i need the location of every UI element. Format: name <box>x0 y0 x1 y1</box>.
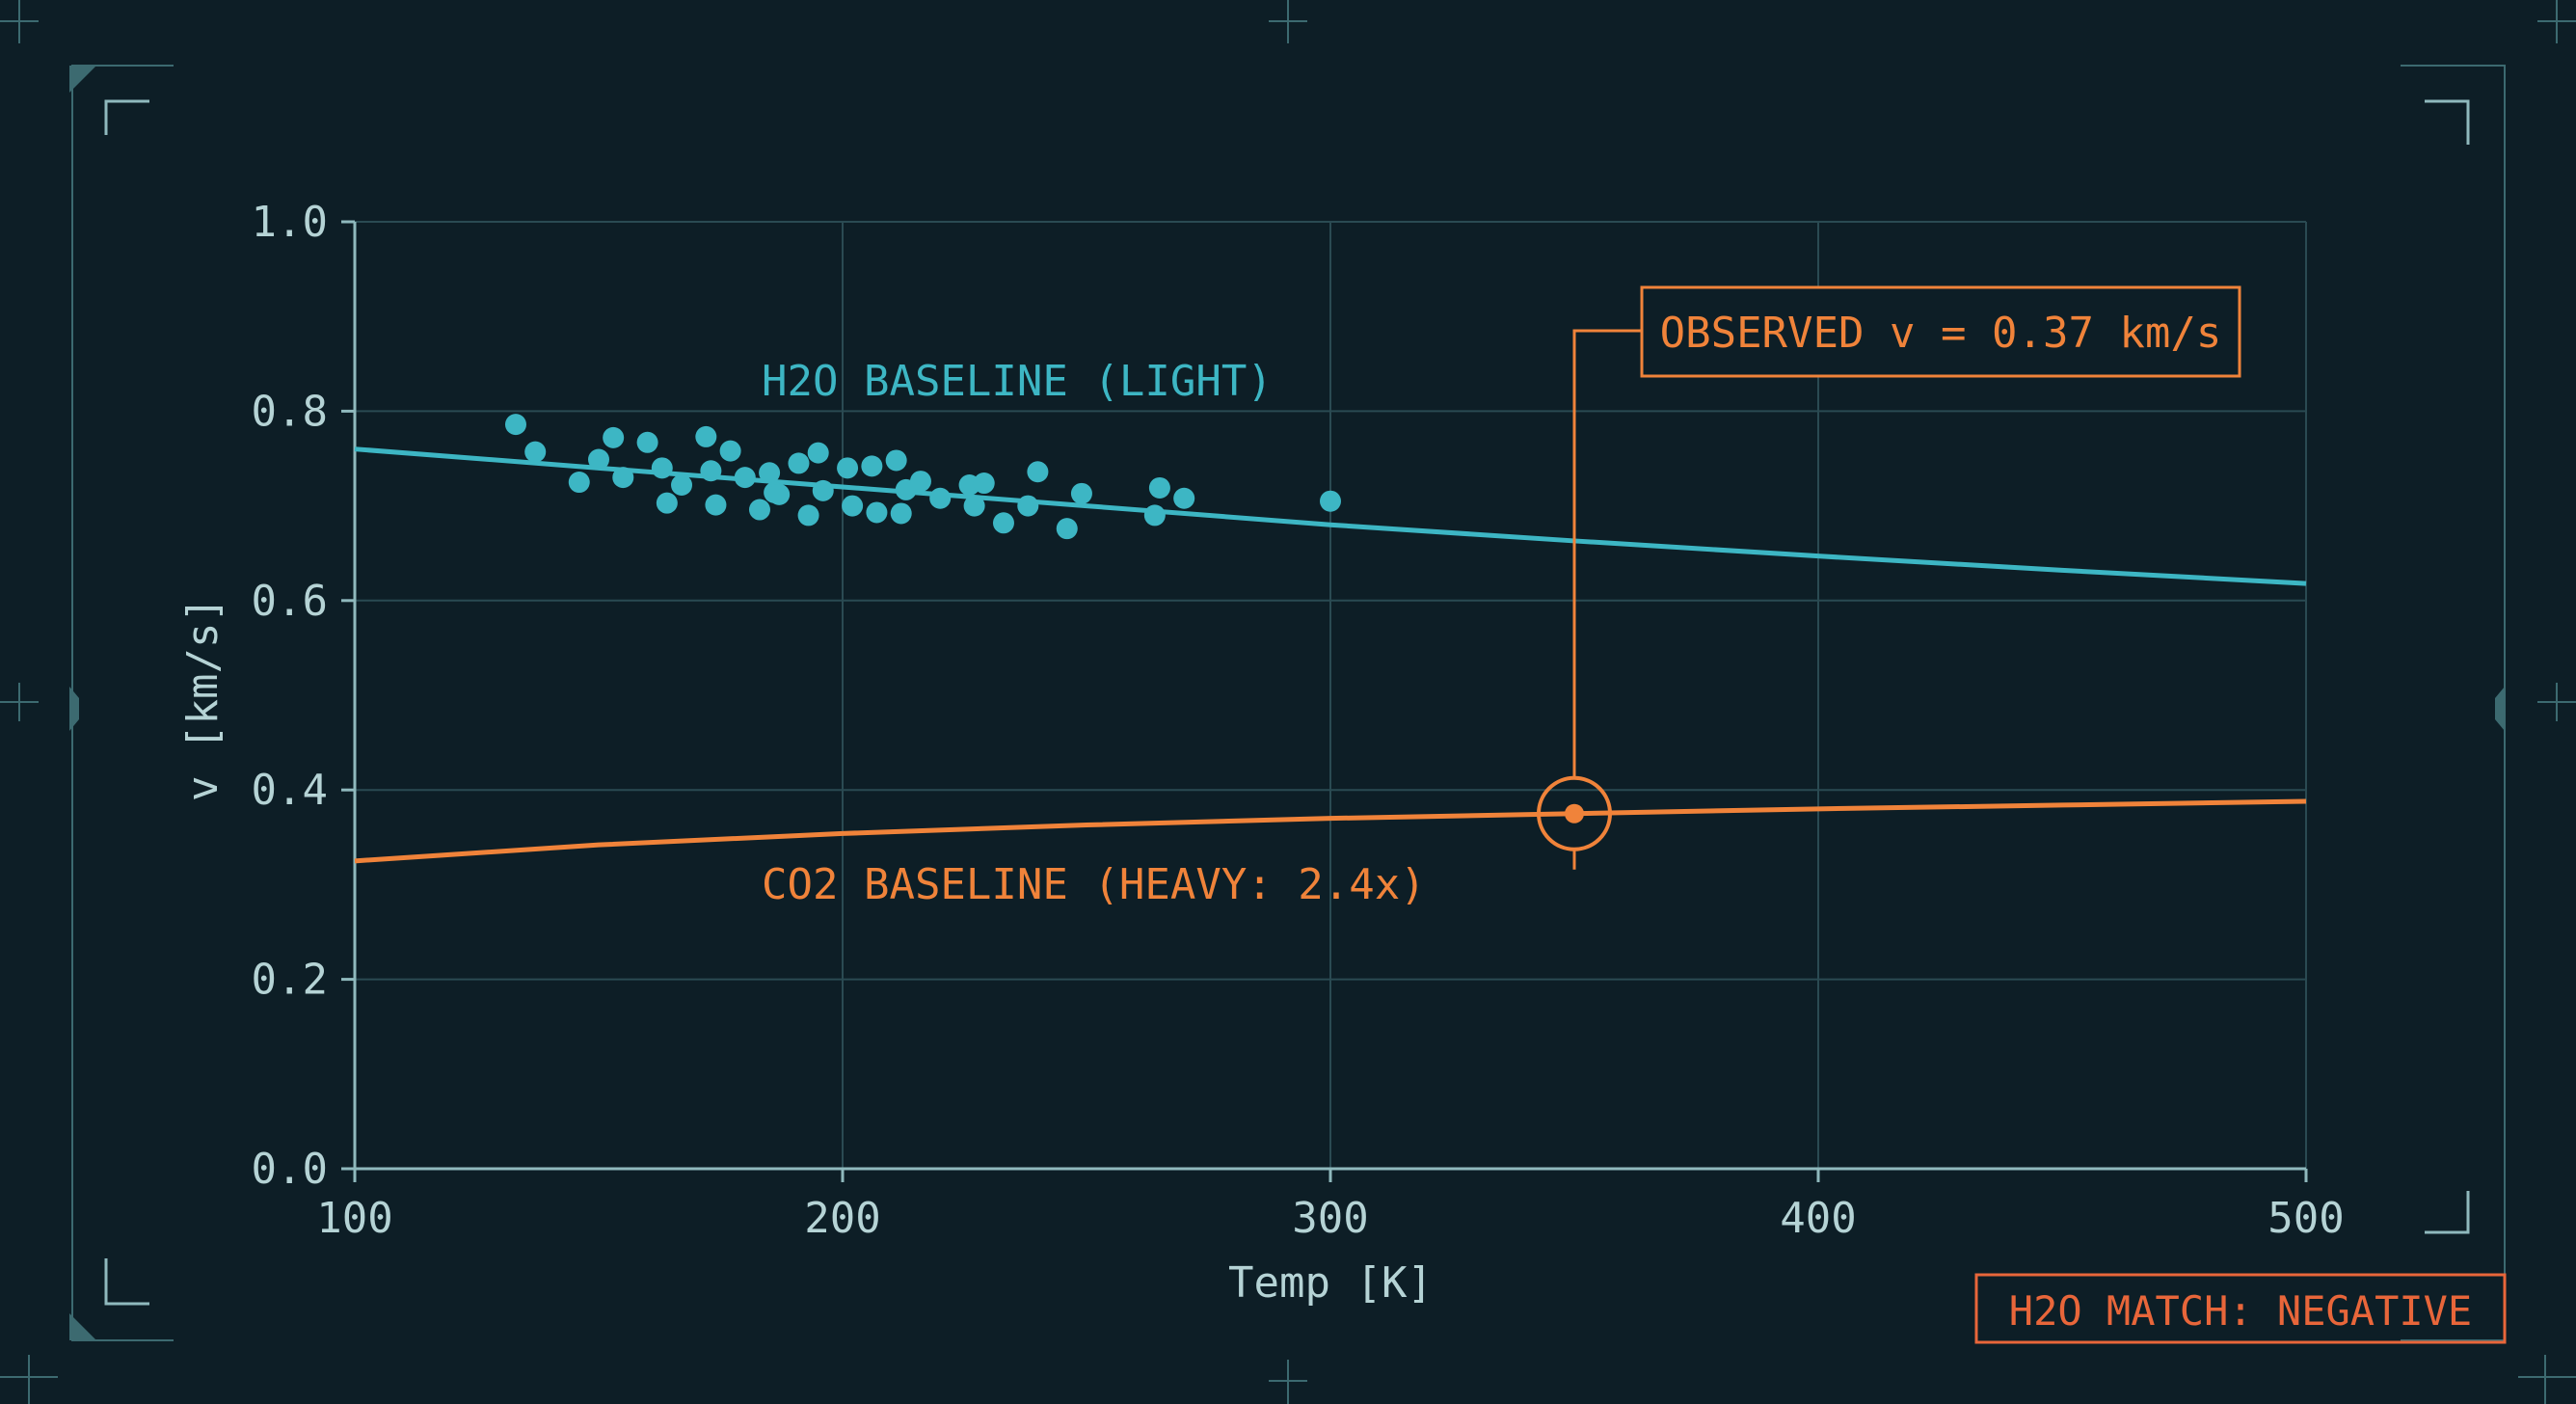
scatter-point <box>636 431 658 453</box>
scatter-point <box>890 502 912 525</box>
h2o-baseline-label: H2O BASELINE (LIGHT) <box>762 357 1273 406</box>
crosshair-top-left <box>0 0 39 43</box>
y-tick-label: 0.6 <box>252 577 328 626</box>
frame-tab-right <box>2495 687 2505 731</box>
observed-callout-label: OBSERVED v = 0.37 km/s <box>1660 309 2222 358</box>
frame-notch-top <box>69 66 96 93</box>
co2-baseline-label: CO2 BASELINE (HEAVY: 2.4x) <box>762 860 1426 909</box>
scatter-point <box>768 483 791 505</box>
crosshair-top-right <box>2537 0 2576 43</box>
scatter-point <box>807 442 829 464</box>
y-tick-label: 1.0 <box>252 198 328 247</box>
crosshair-bottom-center <box>1269 1360 1307 1404</box>
scatter-point <box>568 472 590 494</box>
scatter-point <box>603 426 625 448</box>
scatter-point <box>797 504 819 526</box>
tick-labels: 100 200 300 400 500 0.0 0.2 0.4 0.6 0.8 1.0 <box>252 198 2345 1243</box>
scatter-point <box>719 440 741 462</box>
x-tick-label: 500 <box>2267 1194 2344 1243</box>
scatter-point <box>1017 495 1039 517</box>
scatter-point <box>788 452 810 474</box>
annotations: H2O BASELINE (LIGHT) CO2 BASELINE (HEAVY:… <box>762 285 2241 909</box>
scatter-point <box>1027 461 1049 483</box>
scatter-point <box>973 472 995 495</box>
scatter-point <box>656 492 678 514</box>
scatter-point <box>861 455 883 477</box>
crosshair-left <box>0 683 39 721</box>
crosshair-bottom-right <box>2518 1355 2576 1404</box>
scatter-point <box>671 473 693 496</box>
scatter-point <box>837 457 859 479</box>
scatter-point <box>1143 504 1166 526</box>
scatter-point <box>1056 518 1078 540</box>
scatter-point <box>812 479 834 501</box>
y-axis-label: v [km/s] <box>178 597 228 801</box>
observed-point <box>1565 803 1584 824</box>
co2-baseline-line <box>354 798 2307 864</box>
series-layer <box>354 446 2307 864</box>
scatter-point <box>842 495 864 517</box>
crosshair-top-center <box>1269 0 1307 43</box>
scatter-point <box>504 414 526 436</box>
observed-leader-line <box>1572 329 1642 778</box>
y-tick-label: 0.8 <box>252 387 328 436</box>
scatter-point <box>695 425 717 447</box>
crosshair-bottom-left <box>0 1355 58 1404</box>
x-tick-label: 300 <box>1292 1194 1368 1243</box>
scatter-point <box>524 441 547 463</box>
scatter-point <box>651 457 673 479</box>
scatter-point <box>588 448 609 471</box>
scatter-point <box>1173 487 1195 509</box>
scatter-point <box>705 494 727 516</box>
scatter-point <box>700 460 722 482</box>
status-badge-box <box>1974 1273 2507 1344</box>
x-axis-label: Temp [K] <box>1228 1258 1433 1308</box>
corner-tr <box>2425 99 2470 145</box>
scatter-point <box>759 462 781 484</box>
scatter-point <box>909 471 931 493</box>
y-tick-label: 0.0 <box>252 1145 328 1194</box>
crosshair-right <box>2537 683 2576 721</box>
frame-tab-left <box>69 687 79 731</box>
corner-br <box>2425 1191 2470 1234</box>
scatter-point <box>734 467 756 489</box>
corner-bl <box>104 1258 149 1306</box>
scatter-points <box>504 414 1341 540</box>
scatter-point <box>748 499 770 521</box>
x-tick-label: 100 <box>316 1194 392 1243</box>
status-badge: H2O MATCH: NEGATIVE <box>1974 1273 2507 1344</box>
status-badge-label: H2O MATCH: NEGATIVE <box>2009 1287 2472 1335</box>
h2o-baseline-line <box>354 446 2307 586</box>
axes <box>341 220 2308 1182</box>
corner-tl <box>104 99 149 135</box>
y-tick-label: 0.2 <box>252 956 328 1005</box>
scatter-point <box>612 467 634 489</box>
x-tick-label: 200 <box>804 1194 880 1243</box>
frame-notch-bottom <box>69 1313 96 1340</box>
y-tick-label: 0.4 <box>252 766 328 815</box>
scatter-point <box>1148 476 1170 499</box>
scatter-point <box>963 495 985 517</box>
scatter-point <box>1070 482 1092 504</box>
observed-callout-box <box>1640 285 2241 378</box>
scatter-point <box>866 501 888 524</box>
x-tick-label: 400 <box>1780 1194 1856 1243</box>
scatter-point <box>929 487 952 509</box>
scatter-point <box>885 449 907 472</box>
scatter-point <box>992 512 1014 534</box>
scatter-point <box>1320 490 1341 512</box>
